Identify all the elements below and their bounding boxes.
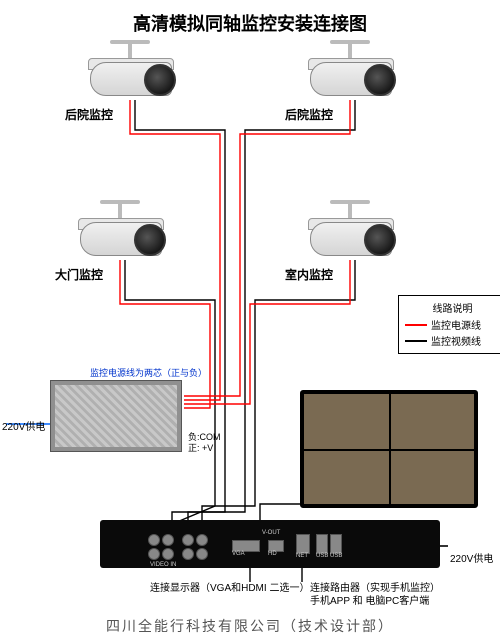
dvr-bnc-port [148,534,160,546]
dvr-bnc-port [148,548,160,560]
diagram-title: 高清模拟同轴监控安装连接图 [0,10,500,36]
legend-title: 线路说明 [405,300,500,315]
camera-label-cam2: 后院监控 [285,106,333,123]
footer-company: 四川全能行科技有限公司（技术设计部） [0,616,500,636]
dvr-bnc-port [196,548,208,560]
dvr-bnc-port [162,534,174,546]
legend-row: 监控电源线 [405,317,500,332]
callout-1: 连接路由器（实现手机监控）手机APP 和 电脑PC客户端 [310,582,440,608]
legend-row: 监控视频线 [405,333,500,348]
dvr-bnc-port [196,534,208,546]
callout-0: 连接显示器（VGA和HDMI 二选一） [150,582,309,595]
power-supply-unit [50,380,182,452]
camera-label-cam3: 大门监控 [55,266,103,283]
dvr-bnc-port [162,548,174,560]
dvr-label: VIDEO IN [150,562,176,568]
dvr-port-usb [330,534,342,554]
dvr-bnc-port [182,548,194,560]
dvr-bnc-port [182,534,194,546]
legend-box: 线路说明 监控电源线监控视频线 [398,295,500,354]
dvr-port-net [296,534,310,554]
camera-label-cam4: 室内监控 [285,266,333,283]
dvr-220v-label: 220V供电 [450,550,493,565]
psu-wire-note: 监控电源线为两芯（正与负） [90,366,207,379]
dvr-port-usb [316,534,328,554]
dvr-label: V-OUT [262,530,280,536]
dvr-recorder: VGAHDNETUSBUSBVIDEO INV-OUT [100,520,440,568]
psu-220v-label: 220V供电 [2,418,45,433]
camera-label-cam1: 后院监控 [65,106,113,123]
psu-terminal-labels: 负:COM 正: +V [188,432,221,454]
display-monitor [300,390,478,508]
